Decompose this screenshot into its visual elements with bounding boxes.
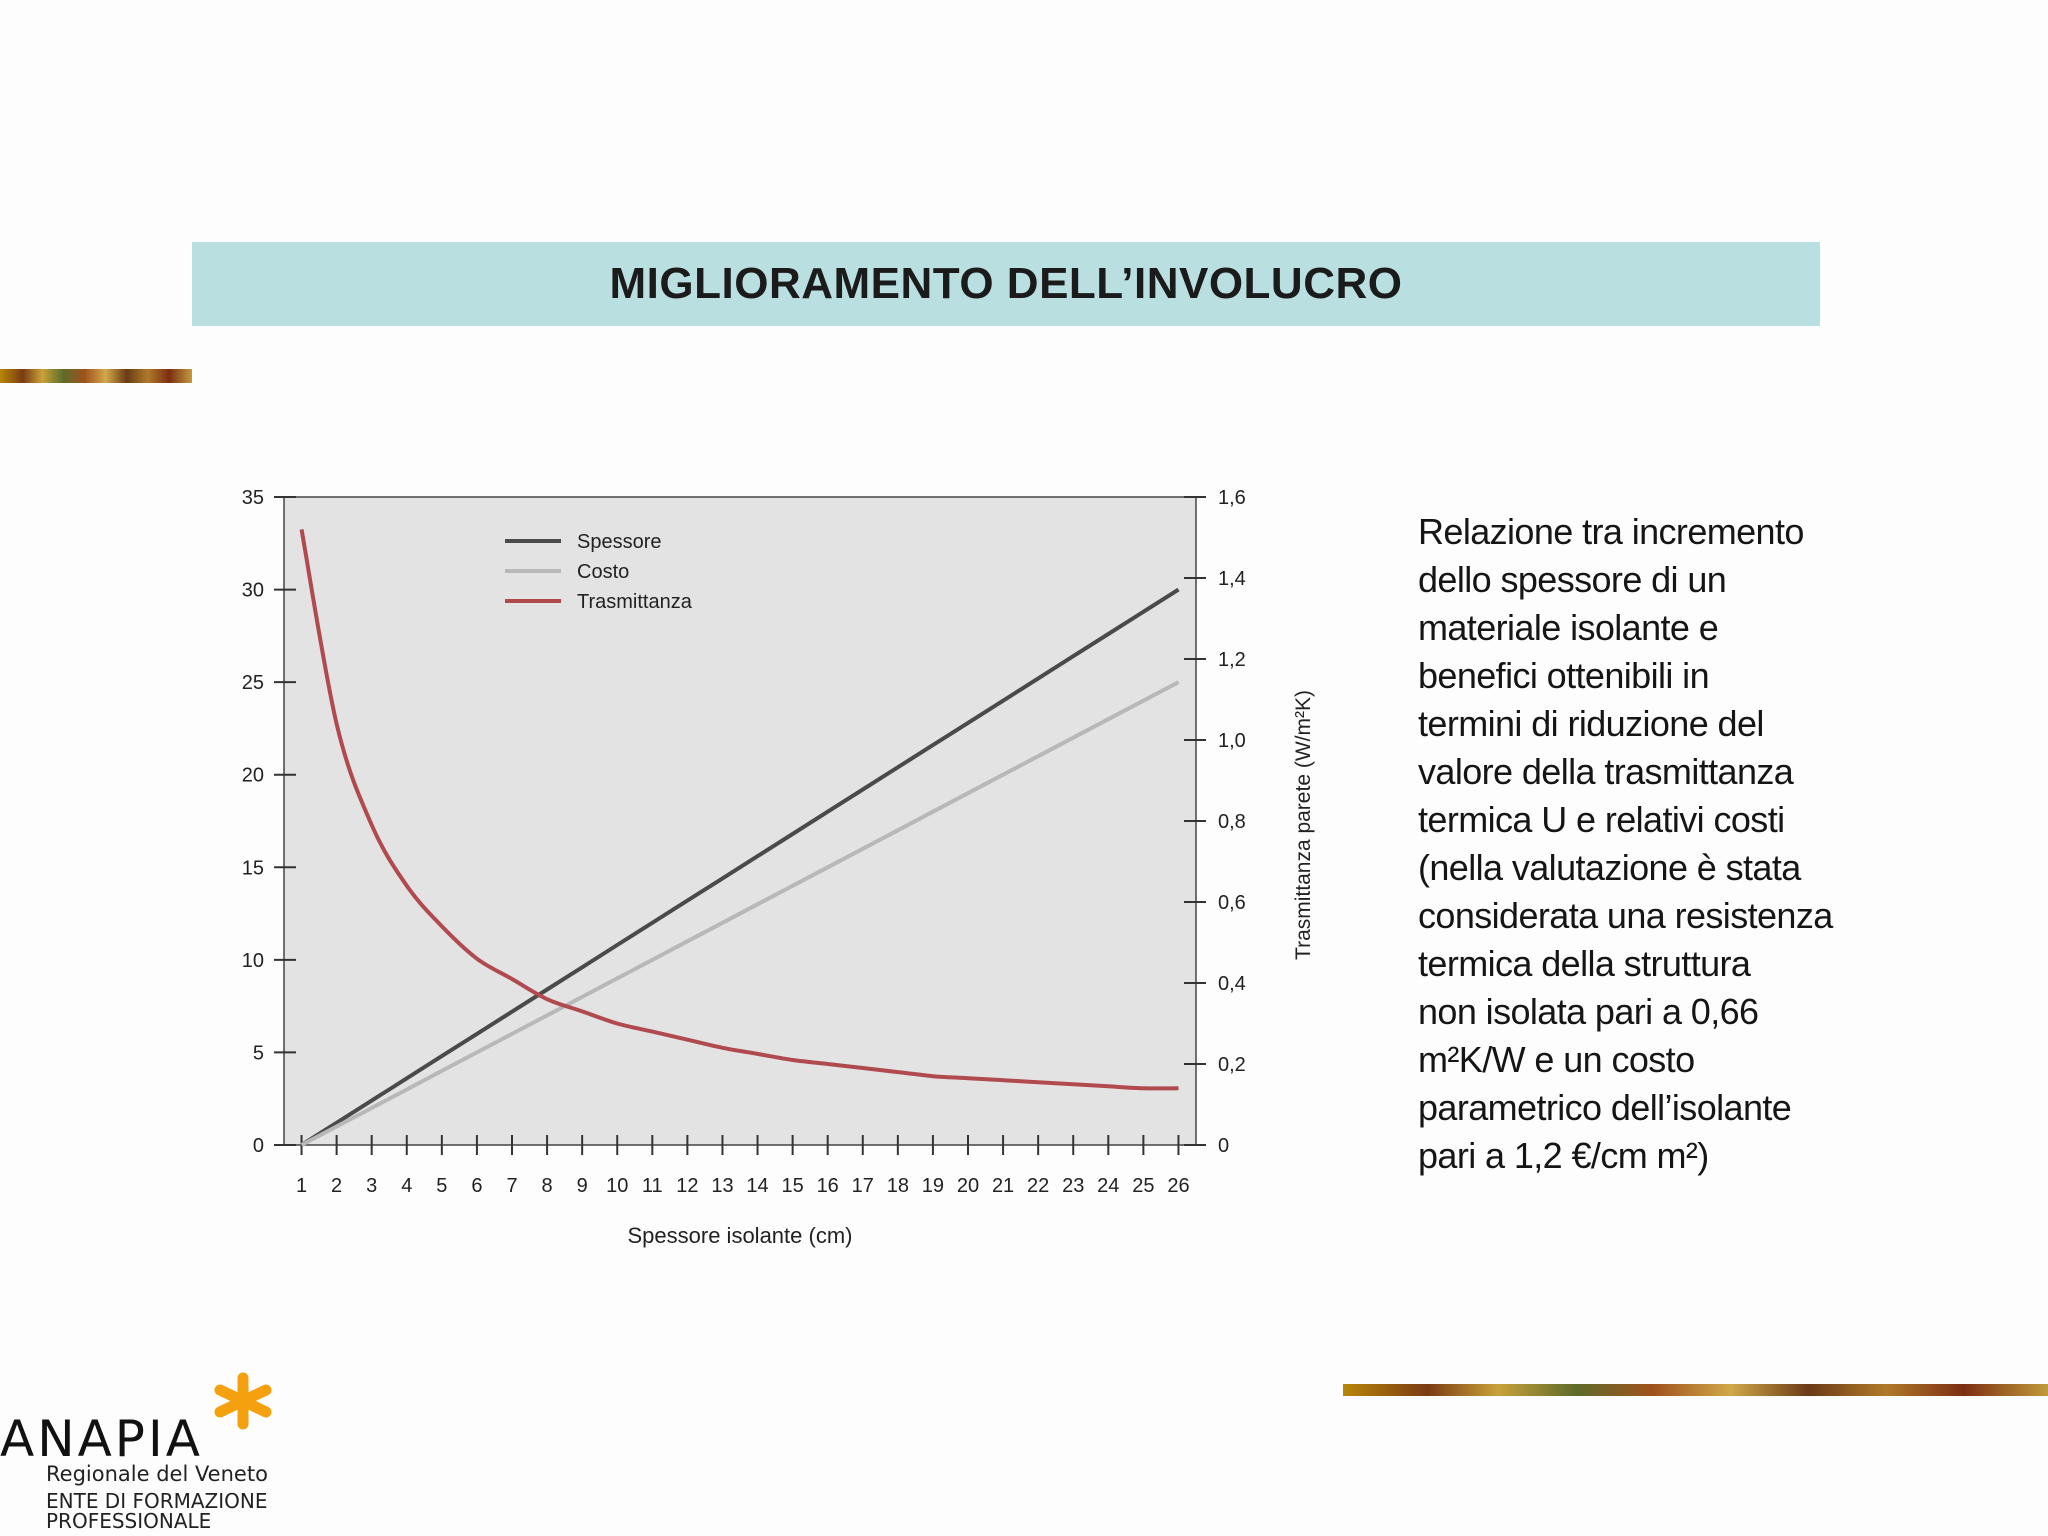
x-tick-label: 8 [542,1175,553,1197]
decorative-stripe-left [0,369,192,383]
y2-tick-label: 1,6 [1218,487,1246,509]
legend-label: Spessore [577,531,662,553]
x-tick-label: 24 [1097,1175,1119,1197]
legend: Spessore Costo Trasmittanza [505,531,693,613]
chart-description: Relazione tra incremento dello spessore d… [1418,508,1838,1180]
description-line: termini di riduzione del [1418,703,1764,744]
x-tick-label: 6 [471,1175,482,1197]
x-tick-label: 13 [711,1175,733,1197]
x-tick-label: 23 [1062,1175,1084,1197]
legend-label: Trasmittanza [577,591,693,613]
x-tick-label: 2 [331,1175,342,1197]
x-tick-label: 16 [817,1175,839,1197]
legend-label: Costo [577,561,629,583]
x-tick-label: 14 [746,1175,768,1197]
y-tick-label: 30 [242,580,264,602]
description-line: termica U e relativi costi [1418,799,1785,840]
description-line: valore della trasmittanza [1418,751,1794,792]
description-line: pari a 1,2 €/cm m²) [1418,1135,1709,1176]
logo-subtitle: Regionale del Veneto [46,1462,268,1486]
y-tick-label: 35 [242,487,264,509]
x-tick-label: 18 [887,1175,909,1197]
asterisk-logo-icon [214,1372,272,1430]
x-tick-label: 15 [781,1175,803,1197]
description-line: dello spessore di un [1418,559,1727,600]
description-line: m²K/W e un costo [1418,1039,1695,1080]
series-line-spessore [300,587,1180,1147]
x-tick-label: 21 [992,1175,1014,1197]
description-line: Relazione tra incremento [1418,511,1804,552]
anapia-logo: ANAPIA Regionale del Veneto ENTE DI FORM… [0,1366,300,1536]
description-line: (nella valutazione è stata [1418,847,1801,888]
series-line-costo [300,680,1180,1147]
y2-tick-label: 0,6 [1218,892,1246,914]
description-line: materiale isolante e [1418,607,1719,648]
description-line: benefici ottenibili in [1418,655,1710,696]
series-line-trasmittanza [299,529,1179,1091]
x-tick-label: 12 [676,1175,698,1197]
x-tick-label: 22 [1027,1175,1049,1197]
y2-tick-label: 1,4 [1218,568,1246,590]
series-lines [299,529,1180,1147]
x-tick-label: 9 [577,1175,588,1197]
title-band: MIGLIORAMENTO DELL’INVOLUCRO [192,242,1820,326]
x-tick-label: 4 [401,1175,412,1197]
y-tick-label: 15 [242,857,264,879]
decorative-stripe-right [1343,1384,2048,1396]
x-tick-label: 17 [852,1175,874,1197]
description-line: parametrico dell’isolante [1418,1087,1792,1128]
y2-tick-label: 0,2 [1218,1054,1246,1076]
x-tick-label: 5 [436,1175,447,1197]
description-line: non isolata pari a 0,66 [1418,991,1759,1032]
plot-area [284,497,1196,1145]
x-tick-label: 25 [1132,1175,1154,1197]
x-tick-label: 7 [506,1175,517,1197]
x-axis-label: Spessore isolante (cm) [628,1223,853,1248]
y2-axis-label: Trasmittanza parete (W/m²K) [1292,690,1315,960]
description-line: termica della struttura [1418,943,1751,984]
x-tick-label: 26 [1167,1175,1189,1197]
axes: 0510152025303500,20,40,60,81,01,21,41,61… [242,487,1246,1197]
y-tick-label: 25 [242,672,264,694]
x-tick-label: 10 [606,1175,628,1197]
y-tick-label: 5 [253,1042,264,1064]
x-tick-label: 19 [922,1175,944,1197]
x-tick-label: 1 [296,1175,307,1197]
y2-tick-label: 0,4 [1218,973,1246,995]
x-tick-label: 3 [366,1175,377,1197]
x-tick-label: 20 [957,1175,979,1197]
description-line: considerata una resistenza [1418,895,1833,936]
y2-tick-label: 1,0 [1218,730,1246,752]
slide-title: MIGLIORAMENTO DELL’INVOLUCRO [609,259,1403,308]
y-tick-label: 0 [253,1135,264,1157]
y-tick-label: 10 [242,950,264,972]
logo-tagline: ENTE DI FORMAZIONE PROFESSIONALE [46,1489,268,1533]
y2-tick-label: 0 [1218,1135,1229,1157]
y2-tick-label: 0,8 [1218,811,1246,833]
logo-wordmark: ANAPIA [0,1410,203,1468]
x-tick-label: 11 [642,1175,663,1197]
y-tick-label: 20 [242,765,264,787]
y2-tick-label: 1,2 [1218,649,1246,671]
